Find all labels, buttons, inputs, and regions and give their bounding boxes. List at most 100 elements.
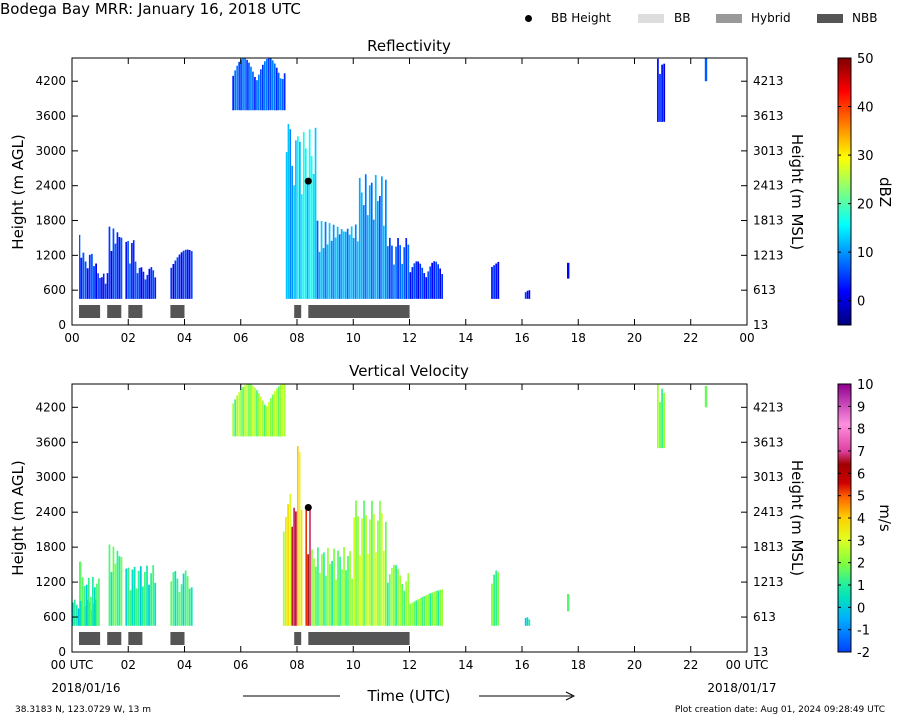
colorbar-tick-label: 6 [857, 467, 865, 482]
echo-streak [273, 63, 276, 111]
echo-streak [260, 396, 262, 437]
echo-streak [405, 581, 408, 626]
legend-swatch-hybrid [716, 14, 742, 23]
echo-streak [405, 238, 408, 299]
echo-streak [360, 192, 363, 299]
echo-region [79, 561, 82, 626]
velocity-y-axis-label-right: Height (m MSL) [788, 460, 806, 576]
echo-streak [389, 237, 391, 299]
echo-streak [186, 249, 189, 299]
echo-streak [118, 556, 121, 626]
echo-streak [310, 156, 313, 299]
bb-height-point [304, 177, 312, 185]
echo-streak [114, 563, 117, 626]
colorbar-tick-label: 5 [857, 490, 865, 505]
x-tick-label: 14 [458, 658, 473, 672]
reflectivity-plot-body [79, 58, 708, 318]
echo-streak [391, 245, 393, 299]
reflectivity-y-axis-label-right: Height (m MSL) [788, 134, 806, 250]
bb-class-bar [170, 632, 185, 645]
echo-streak [299, 141, 301, 299]
echo-streak [407, 573, 410, 626]
echo-streak [431, 262, 433, 299]
x-tick-label: 04 [177, 658, 192, 672]
echo-streak [178, 592, 181, 626]
colorbar-tick-label: 50 [857, 52, 874, 67]
echo-streak [415, 261, 418, 299]
echo-region [704, 58, 708, 82]
echo-streak [349, 551, 351, 626]
echo-streak [413, 263, 416, 299]
echo-streak [150, 267, 153, 299]
echo-streak [397, 568, 399, 626]
colorbar-tick-label: -2 [857, 646, 870, 661]
echo-streak [346, 228, 349, 299]
echo-streak [348, 234, 351, 299]
x-tick-label: 00 UTC [726, 658, 769, 672]
echo-streak [277, 386, 280, 437]
echo-streak [172, 264, 175, 299]
echo-streak [524, 292, 527, 299]
echo-region [567, 262, 570, 279]
echo-streak [415, 600, 418, 626]
echo-streak [429, 593, 432, 626]
echo-streak [567, 262, 570, 279]
echo-streak [495, 570, 498, 626]
bb-class-bar [128, 632, 143, 645]
echo-streak [90, 597, 92, 626]
velocity-colorbar-label: m/s [876, 504, 894, 532]
echo-streak [393, 264, 395, 299]
echo-streak [148, 268, 151, 299]
y-tick-label: 3000 [35, 470, 66, 484]
echo-streak [339, 556, 341, 626]
echo-streak [110, 251, 113, 299]
echo-streak [327, 547, 329, 626]
echo-streak [188, 588, 191, 626]
page-title: Bodega Bay MRR: January 16, 2018 UTC [0, 0, 301, 18]
echo-streak [293, 185, 295, 299]
echo-streak [271, 394, 274, 437]
echo-region [311, 547, 353, 626]
echo-streak [345, 570, 347, 626]
echo-streak [252, 71, 254, 111]
echo-streak [146, 274, 149, 299]
echo-streak [281, 79, 284, 111]
echo-streak [381, 513, 383, 626]
echo-streak [114, 243, 117, 299]
echo-streak [315, 566, 317, 626]
echo-region [79, 234, 81, 299]
echo-streak [289, 493, 292, 626]
legend-label-nbb: NBB [852, 11, 878, 25]
echo-streak [381, 176, 383, 299]
echo-region [409, 589, 443, 626]
echo-region [657, 58, 666, 122]
bb-height-dot-icon [525, 15, 532, 22]
echo-streak [267, 58, 270, 111]
echo-streak [493, 265, 495, 299]
echo-streak [132, 240, 135, 299]
echo-streak [431, 592, 433, 626]
echo-streak [112, 228, 115, 299]
echo-streak [441, 274, 443, 299]
echo-streak [295, 511, 297, 626]
echo-streak [318, 251, 321, 299]
echo-streak [267, 402, 270, 437]
echo-streak [152, 565, 155, 626]
echo-streak [387, 582, 389, 626]
echo-streak [293, 507, 295, 626]
echo-streak [131, 569, 134, 626]
legend-swatch-bb [638, 14, 664, 23]
y-tick-label-right: 1813 [753, 214, 784, 228]
echo-streak [429, 266, 432, 299]
echo-streak [102, 273, 105, 299]
echo-streak [277, 72, 280, 111]
x-tick-label: 20 [627, 331, 642, 345]
echo-streak [332, 224, 335, 299]
echo-streak [374, 175, 377, 299]
y-tick-label: 1800 [35, 214, 66, 228]
echo-streak [129, 590, 132, 626]
echo-streak [657, 384, 659, 449]
echo-streak [144, 572, 146, 626]
echo-streak [344, 231, 347, 299]
